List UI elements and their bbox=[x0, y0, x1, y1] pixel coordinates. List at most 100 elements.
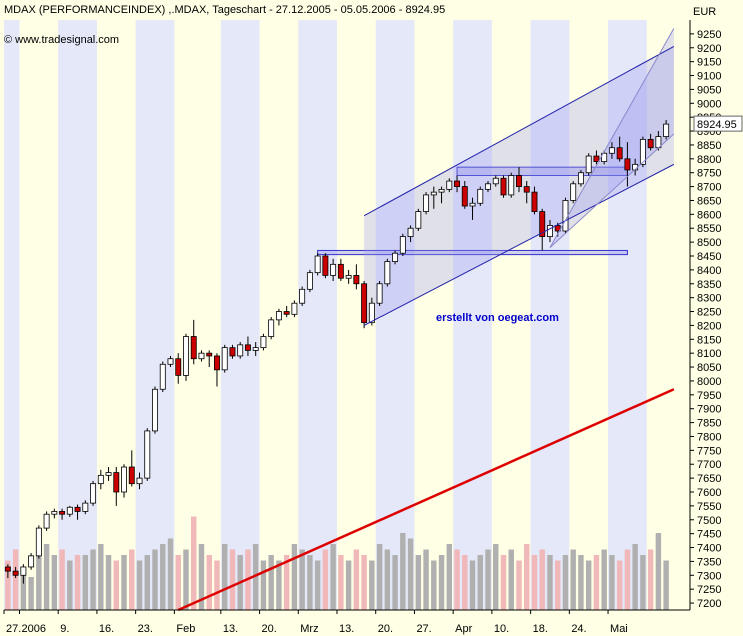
volume-bar bbox=[322, 549, 329, 610]
y-tick-label: 8800 bbox=[697, 154, 721, 166]
candle-body bbox=[353, 275, 360, 285]
volume-bar bbox=[82, 555, 89, 610]
currency-label: EUR bbox=[693, 6, 716, 18]
volume-bar bbox=[609, 555, 615, 610]
volume-bar bbox=[593, 555, 600, 610]
y-tick-label: 7550 bbox=[697, 501, 721, 513]
candle-body bbox=[74, 506, 81, 512]
candle-body bbox=[446, 180, 453, 190]
volume-bar bbox=[632, 544, 638, 610]
volume-bar bbox=[585, 560, 592, 610]
x-axis: 27. 2006 9. 16. 23. Feb 13. 20. Mrz 13. 20. 27. Apr 1… bbox=[3, 609, 690, 635]
volume-bar bbox=[369, 560, 375, 610]
candle-body bbox=[368, 302, 375, 324]
y-tick-label: 7800 bbox=[697, 431, 721, 443]
volume-bar bbox=[314, 560, 321, 610]
y-tick-label: 7700 bbox=[697, 459, 721, 471]
volume-bar bbox=[392, 555, 398, 610]
candle-body bbox=[454, 180, 460, 187]
candle-body bbox=[152, 388, 158, 432]
date-stripe bbox=[375, 20, 415, 610]
candle-body bbox=[500, 177, 507, 196]
candle-body bbox=[244, 344, 251, 351]
candle-body bbox=[361, 283, 368, 324]
volume-bar bbox=[43, 544, 50, 610]
candle-body bbox=[144, 430, 151, 479]
x-tick-label: 10. bbox=[494, 623, 509, 635]
y-tick-label: 7900 bbox=[697, 404, 721, 416]
y-tick-label: 8600 bbox=[697, 209, 721, 221]
volume-bar bbox=[283, 555, 290, 610]
volume-bar bbox=[663, 560, 669, 610]
candle-body bbox=[51, 511, 58, 515]
x-tick-label: 20. bbox=[262, 623, 277, 635]
y-tick-label: 8350 bbox=[697, 279, 721, 291]
candle-body bbox=[376, 283, 383, 304]
volume-bar bbox=[655, 533, 662, 610]
annotation-text: erstellt von oegeat.com bbox=[436, 312, 559, 324]
x-tick-label: Apr bbox=[455, 623, 472, 635]
candle-body bbox=[392, 252, 399, 262]
volume-bar bbox=[307, 555, 313, 610]
volume-bar bbox=[5, 560, 11, 610]
volume-bar bbox=[454, 549, 460, 610]
volume-bar bbox=[268, 555, 274, 610]
long-term-support bbox=[177, 388, 675, 612]
date-stripe bbox=[298, 20, 337, 610]
volume-bar bbox=[136, 560, 143, 610]
y-tick-label: 7300 bbox=[697, 570, 721, 582]
candle-body bbox=[260, 336, 267, 349]
candle-body bbox=[136, 477, 143, 485]
candle-body bbox=[175, 358, 182, 376]
volume-bar bbox=[469, 560, 476, 610]
volume-bar bbox=[36, 555, 42, 610]
y-tick-label: 9250 bbox=[697, 29, 721, 41]
y-tick-label: 8850 bbox=[697, 140, 721, 152]
candle-body bbox=[577, 172, 584, 185]
candle-body bbox=[430, 191, 437, 196]
volume-bar bbox=[152, 549, 158, 610]
y-tick-label: 7750 bbox=[697, 445, 721, 457]
candle-body bbox=[547, 225, 553, 237]
y-tick-label: 8100 bbox=[697, 348, 721, 360]
volume-bar bbox=[67, 560, 73, 610]
candle-body bbox=[461, 186, 468, 207]
candle-body bbox=[337, 263, 344, 279]
x-tick-label: 27. bbox=[6, 623, 21, 635]
candle-body bbox=[314, 255, 321, 274]
volume-bar bbox=[361, 555, 367, 610]
candle-body bbox=[183, 336, 189, 376]
volume-bar bbox=[90, 549, 96, 610]
candle-body bbox=[268, 319, 275, 337]
candle-body bbox=[59, 511, 66, 515]
y-tick-label: 8050 bbox=[697, 362, 721, 374]
channel-upper bbox=[363, 45, 675, 217]
volume-bar bbox=[508, 549, 514, 610]
y-tick-label: 8250 bbox=[697, 307, 721, 319]
last-value-label: 8924.95 bbox=[697, 119, 737, 131]
candle-body bbox=[229, 347, 236, 357]
y-tick-label: 9150 bbox=[697, 57, 721, 69]
candle-body bbox=[438, 188, 445, 193]
y-tick-label: 9200 bbox=[697, 43, 721, 55]
candle-body bbox=[66, 506, 73, 515]
volume-bar bbox=[214, 560, 220, 610]
candle-body bbox=[198, 352, 205, 360]
volume-bar bbox=[198, 544, 205, 610]
volume-bar bbox=[59, 549, 65, 610]
candle-body bbox=[663, 123, 670, 138]
volume-bar bbox=[260, 560, 267, 610]
trend-lines bbox=[177, 28, 675, 612]
x-tick-label: 18. bbox=[533, 623, 548, 635]
y-tick-label: 7200 bbox=[697, 598, 721, 610]
candle-body bbox=[330, 263, 337, 276]
volume-bar bbox=[221, 544, 228, 610]
volume-bar bbox=[516, 560, 522, 610]
y-tick-label: 7850 bbox=[697, 418, 721, 430]
candle-body bbox=[105, 472, 112, 476]
candle-body bbox=[128, 466, 135, 485]
volume-bar bbox=[438, 555, 445, 610]
